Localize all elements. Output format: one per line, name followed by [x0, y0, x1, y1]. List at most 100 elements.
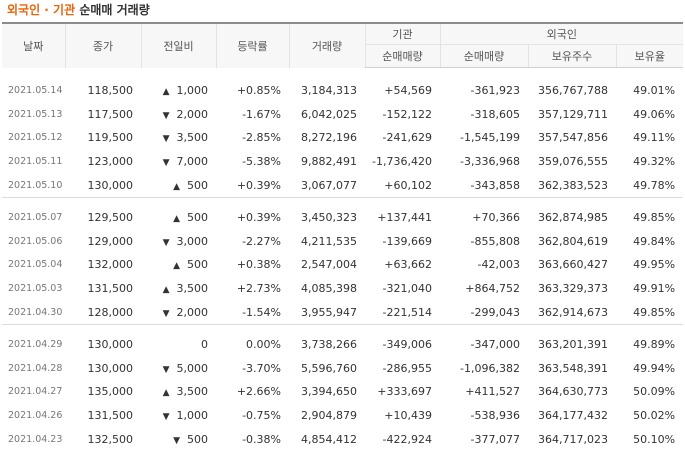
volume-cell: 3,450,323 [301, 211, 357, 225]
institution-net-cell: -286,955 [382, 361, 432, 375]
date-cell: 2021.05.12 [8, 132, 63, 144]
table-row: 2021.05.13 117,500 ▼ 2,000 -1.67% 6,042,025 -1… [2, 103, 683, 127]
header-institution-group: 기관 [364, 22, 440, 45]
volume-cell: 4,854,412 [301, 432, 357, 446]
institution-net-cell: -1,736,420 [372, 155, 432, 169]
foreign-shares-cell: 363,660,427 [538, 258, 608, 272]
table-row: 2021.05.14 118,500 ▲ 1,000 +0.85% 3,184,313 +5… [2, 79, 683, 103]
foreign-ratio-cell: 50.02% [633, 409, 676, 423]
institution-net-cell: +10,439 [384, 409, 432, 423]
foreign-shares-cell: 357,547,856 [538, 131, 608, 145]
institution-net-cell: +63,662 [384, 258, 432, 272]
panel-title: 외국인 · 기관 순매매 거래량 [0, 0, 685, 22]
foreign-ratio-cell: 49.11% [633, 131, 676, 145]
date-cell: 2021.04.29 [8, 339, 63, 351]
foreign-net-cell: +70,366 [472, 211, 520, 225]
date-cell: 2021.05.14 [8, 85, 63, 97]
rate-cell: -2.85% [242, 131, 281, 145]
foreign-net-cell: -1,096,382 [460, 361, 520, 375]
foreign-net-cell: -42,003 [477, 258, 520, 272]
down-arrow-icon: ▼ [162, 158, 170, 169]
foreign-net-cell: -361,923 [470, 84, 520, 98]
close-cell: 117,500 [87, 107, 134, 121]
group-separator [2, 68, 683, 80]
institution-net-cell: +54,569 [384, 84, 432, 98]
rate-cell: +0.85% [236, 84, 281, 98]
foreign-shares-cell: 364,630,773 [538, 385, 608, 399]
change-cell: ▼ 500 [141, 427, 216, 451]
date-cell: 2021.05.04 [8, 259, 63, 271]
foreign-ratio-cell: 49.95% [633, 258, 676, 272]
title-foreign-institution: 외국인 · 기관 [7, 3, 76, 17]
rate-cell: -3.70% [242, 361, 281, 375]
rate-cell: +0.39% [236, 178, 281, 192]
change-value: 500 [187, 178, 208, 192]
up-arrow-icon: ▲ [173, 261, 180, 272]
foreign-net-cell: -377,077 [470, 432, 520, 446]
date-cell: 2021.05.10 [8, 179, 63, 191]
close-cell: 119,500 [87, 131, 134, 145]
change-value: 1,000 [176, 84, 209, 98]
table-row: 2021.04.26 131,500 ▼ 1,000 -0.75% 2,904,879 +1… [2, 404, 683, 428]
down-arrow-icon: ▼ [162, 237, 170, 248]
volume-cell: 9,882,491 [301, 155, 357, 169]
change-cell: ▼ 2,000 [141, 300, 216, 324]
foreign-shares-cell: 362,914,673 [538, 305, 608, 319]
foreign-net-cell: -299,043 [470, 305, 520, 319]
table-row: 2021.05.06 129,000 ▼ 3,000 -2.27% 4,211,535 -1… [2, 230, 683, 254]
volume-cell: 4,211,535 [301, 234, 357, 248]
foreign-net-cell: -3,336,968 [460, 155, 520, 169]
header-foreign-group: 외국인 [439, 22, 684, 45]
table-row: 2021.04.27 135,000 ▲ 3,500 +2.66% 3,394,650 +3… [2, 380, 683, 404]
rate-cell: -1.67% [242, 107, 281, 121]
foreign-shares-cell: 357,129,711 [538, 107, 608, 121]
close-cell: 123,000 [87, 155, 134, 169]
close-cell: 131,500 [87, 282, 134, 296]
down-arrow-icon: ▼ [162, 110, 170, 121]
rate-cell: -2.27% [242, 234, 281, 248]
close-cell: 130,000 [87, 361, 134, 375]
foreign-shares-cell: 362,383,523 [538, 178, 608, 192]
table-body: 2021.05.14 118,500 ▲ 1,000 +0.85% 3,184,313 +5… [2, 68, 684, 451]
close-cell: 128,000 [87, 305, 134, 319]
change-value: 2,000 [176, 305, 209, 319]
change-value: 3,500 [176, 385, 209, 399]
close-cell: 129,500 [87, 211, 134, 225]
rate-cell: -1.54% [242, 305, 281, 319]
volume-cell: 2,904,879 [301, 409, 357, 423]
volume-cell: 4,085,398 [301, 282, 357, 296]
change-cell: ▼ 3,000 [141, 230, 216, 254]
up-arrow-icon: ▲ [173, 214, 180, 225]
institution-net-cell: -152,122 [382, 107, 432, 121]
date-cell: 2021.05.06 [8, 235, 63, 247]
down-arrow-icon: ▼ [162, 134, 170, 145]
table-row: 2021.05.07 129,500 ▲ 500 +0.39% 3,450,323 +137… [2, 206, 683, 230]
foreign-ratio-cell: 49.06% [633, 107, 676, 121]
foreign-shares-cell: 363,329,373 [538, 282, 608, 296]
institution-net-cell: -221,514 [382, 305, 432, 319]
change-value: 2,000 [176, 107, 209, 121]
change-cell: ▲ 3,500 [141, 277, 216, 301]
header-rate: 등락률 [215, 22, 289, 68]
institution-net-cell: -241,629 [382, 131, 432, 145]
up-arrow-icon: ▲ [162, 285, 170, 296]
table-row: 2021.05.03 131,500 ▲ 3,500 +2.73% 4,085,398 -3… [2, 277, 683, 301]
foreign-ratio-cell: 49.01% [633, 84, 676, 98]
close-cell: 118,500 [87, 84, 134, 98]
change-cell: ▼ 2,000 [141, 103, 216, 127]
down-arrow-icon: ▼ [162, 412, 170, 423]
change-value: 7,000 [176, 155, 209, 169]
header-foreign-ratio: 보유율 [615, 44, 684, 68]
foreign-ratio-cell: 50.09% [633, 385, 676, 399]
volume-cell: 3,067,077 [301, 178, 357, 192]
up-arrow-icon: ▲ [162, 388, 170, 399]
foreign-shares-cell: 359,076,555 [538, 155, 608, 169]
date-cell: 2021.05.07 [8, 212, 63, 224]
institution-net-cell: +137,441 [377, 211, 432, 225]
foreign-shares-cell: 363,201,391 [538, 338, 608, 352]
volume-cell: 3,955,947 [301, 305, 357, 319]
institution-net-cell: -349,006 [382, 338, 432, 352]
foreign-net-cell: -343,858 [470, 178, 520, 192]
date-cell: 2021.05.13 [8, 108, 63, 120]
